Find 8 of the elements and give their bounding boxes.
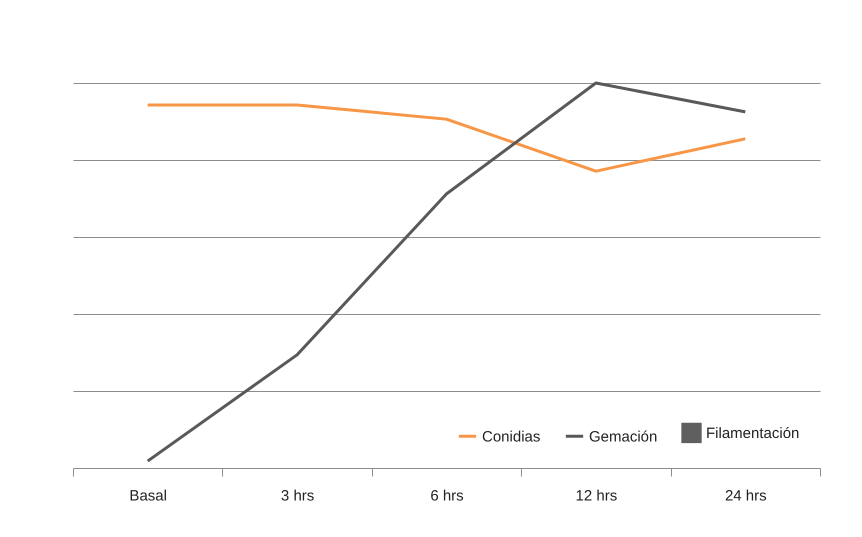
x-tick-label: 6 hrs [430, 488, 464, 504]
x-tick-label: 3 hrs [280, 488, 314, 504]
x-tick-label: Basal [129, 488, 167, 504]
x-tick-label: 12 hrs [576, 488, 618, 504]
x-tick-label: 24 hrs [724, 488, 767, 504]
legend-label: Conidias [482, 428, 540, 446]
legend-label: Gemación [589, 428, 658, 446]
legend-label: Filamentación [706, 424, 800, 442]
